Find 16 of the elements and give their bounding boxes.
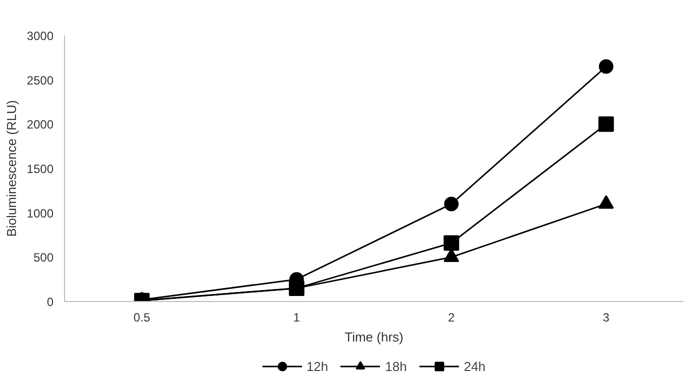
legend-label: 18h — [385, 358, 407, 374]
legend-label: 24h — [464, 358, 486, 374]
legend-label: 12h — [306, 358, 328, 374]
y-tick-label: 2500 — [26, 73, 54, 88]
y-tick-label: 1000 — [26, 206, 54, 220]
x-tick-label: 0.5 — [134, 310, 151, 324]
y-tick-label: 3000 — [26, 29, 54, 43]
y-tick-label: 500 — [33, 250, 54, 265]
y-tick-label: 0 — [46, 295, 54, 309]
x-tick-label: 3 — [602, 310, 610, 324]
y-tick-label: 1500 — [26, 162, 54, 176]
x-axis-title: Time (hrs) — [344, 330, 404, 344]
y-tick-label: 2000 — [26, 118, 54, 132]
x-tick-label: 1 — [293, 310, 300, 324]
x-tick-label: 2 — [448, 310, 456, 324]
y-axis-title: Bioluminescence (RLU) — [4, 100, 19, 237]
